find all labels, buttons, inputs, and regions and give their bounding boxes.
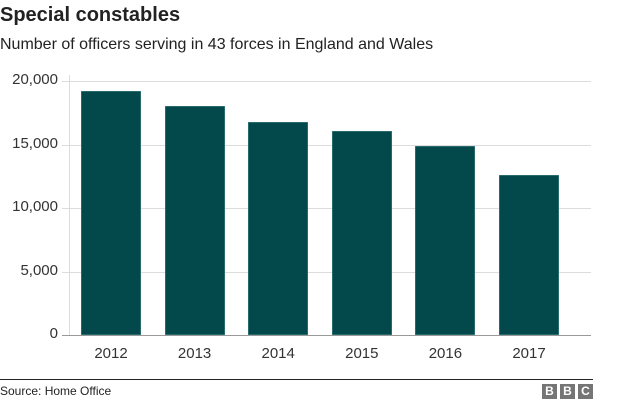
bar-2012	[81, 91, 141, 335]
x-tick-label: 2016	[428, 345, 463, 362]
x-tick-label: 2013	[177, 345, 212, 362]
chart-subtitle: Number of officers serving in 43 forces …	[0, 36, 434, 53]
bbc-logo-c: C	[578, 384, 593, 399]
chart-title: Special constables	[0, 4, 181, 26]
x-tick-label: 2012	[94, 345, 128, 362]
gridline	[62, 208, 591, 209]
source-note: Source: Home Office	[0, 384, 112, 398]
bar-2016	[415, 145, 476, 335]
x-tick-label: 2014	[261, 345, 295, 362]
footer-divider	[0, 379, 593, 380]
x-axis-line	[62, 335, 591, 336]
y-tick-label: 10,000	[12, 198, 58, 215]
x-tick-label: 2015	[345, 345, 379, 362]
bbc-logo: B B C	[542, 384, 593, 399]
gridline	[62, 144, 591, 146]
bar-2017	[499, 174, 559, 335]
y-axis-line	[69, 75, 70, 336]
gridline	[62, 81, 591, 82]
bbc-logo-b2: B	[560, 384, 575, 399]
bar-2013	[164, 106, 225, 335]
x-tick-label: 2017	[512, 345, 546, 362]
y-tick-label: 5,000	[20, 261, 58, 279]
bar-2014	[248, 121, 309, 335]
bar-2015	[331, 130, 392, 335]
bbc-logo-b1: B	[542, 384, 557, 399]
y-tick-label: 15,000	[12, 134, 58, 152]
y-tick-label: 0	[49, 325, 58, 342]
gridline	[62, 271, 591, 273]
y-tick-label: 20,000	[12, 71, 58, 88]
